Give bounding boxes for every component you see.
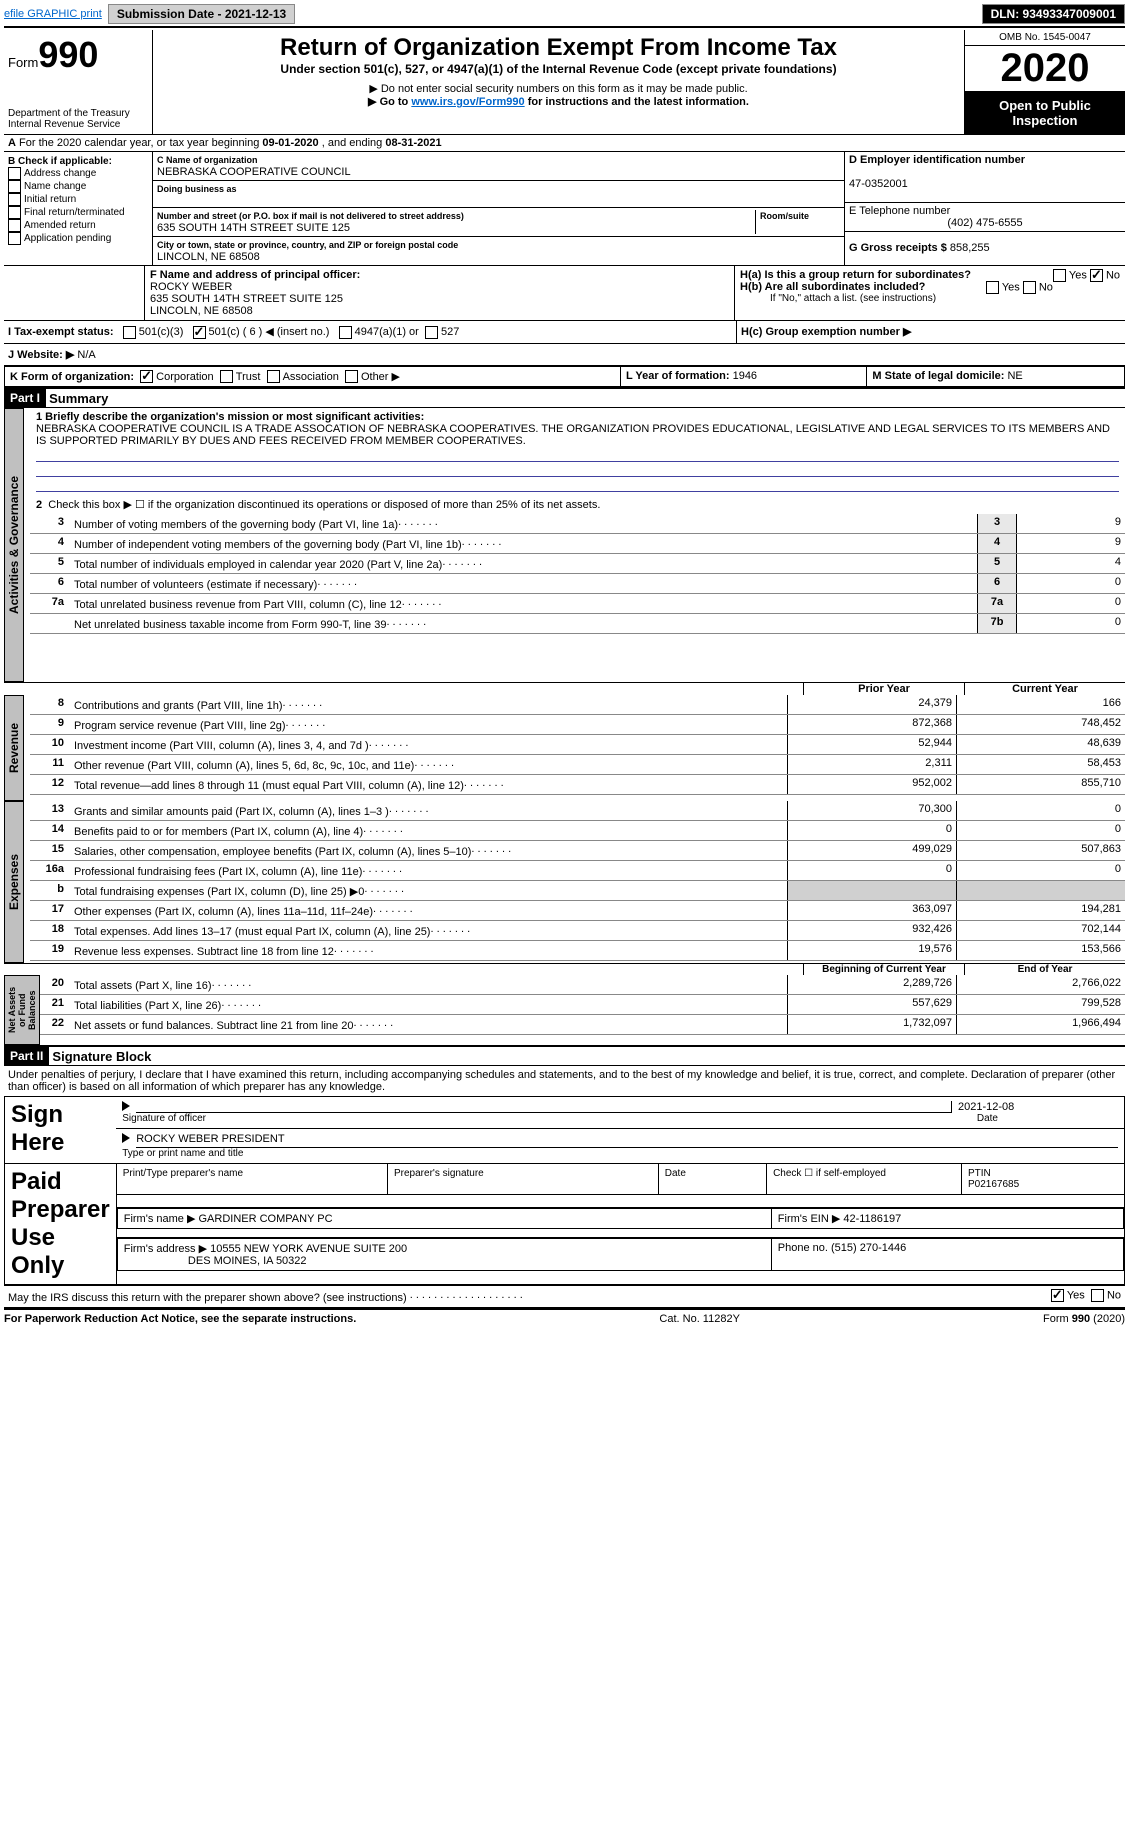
klm-row: K Form of organization: Corporation Trus… xyxy=(4,366,1125,388)
irs-link[interactable]: www.irs.gov/Form990 xyxy=(411,96,524,108)
table-row: 17Other expenses (Part IX, column (A), l… xyxy=(30,901,1125,921)
firm-phone: (515) 270-1446 xyxy=(831,1242,906,1254)
form-header: Form990 Department of the Treasury Inter… xyxy=(4,30,1125,135)
state-domicile: NE xyxy=(1007,370,1022,382)
efile-link[interactable]: efile GRAPHIC print xyxy=(4,8,102,20)
table-row: 18Total expenses. Add lines 13–17 (must … xyxy=(30,921,1125,941)
phone: (402) 475-6555 xyxy=(849,217,1121,229)
dln-label: DLN: 93493347009001 xyxy=(982,4,1125,24)
sign-date: 2021-12-08 xyxy=(951,1101,1118,1113)
table-row: 13Grants and similar amounts paid (Part … xyxy=(30,801,1125,821)
org-name: NEBRASKA COOPERATIVE COUNCIL xyxy=(157,166,351,178)
dept-irs: Internal Revenue Service xyxy=(8,119,120,130)
table-row: 21Total liabilities (Part X, line 26)557… xyxy=(30,995,1125,1015)
form-subtitle: Under section 501(c), 527, or 4947(a)(1)… xyxy=(157,62,960,76)
table-row: 8Contributions and grants (Part VIII, li… xyxy=(30,695,1125,715)
firm-addr2: DES MOINES, IA 50322 xyxy=(188,1255,307,1267)
h-a: H(a) Is this a group return for subordin… xyxy=(740,269,971,281)
officer-name-title: ROCKY WEBER PRESIDENT xyxy=(136,1133,1118,1148)
table-row: 11Other revenue (Part VIII, column (A), … xyxy=(30,755,1125,775)
entity-block: B Check if applicable: Address change Na… xyxy=(4,152,1125,266)
tab-expenses: Expenses xyxy=(4,801,24,963)
signature-block: Sign Here 2021-12-08 Signature of office… xyxy=(4,1096,1125,1285)
website: N/A xyxy=(77,349,95,361)
top-toolbar: efile GRAPHIC print Submission Date - 20… xyxy=(4,4,1125,28)
open-to-public: Open to Public Inspection xyxy=(965,92,1125,134)
firm-name: GARDINER COMPANY PC xyxy=(198,1213,332,1225)
table-row: 7aTotal unrelated business revenue from … xyxy=(30,594,1125,614)
table-row: 22Net assets or fund balances. Subtract … xyxy=(30,1015,1125,1035)
ein: 47-0352001 xyxy=(849,178,908,190)
table-row: 10Investment income (Part VIII, column (… xyxy=(30,735,1125,755)
arrow-icon xyxy=(122,1133,130,1143)
ptin: P02167685 xyxy=(968,1179,1019,1190)
h-c: H(c) Group exemption number ▶ xyxy=(741,326,911,338)
form-title: Return of Organization Exempt From Incom… xyxy=(157,34,960,62)
table-row: 12Total revenue—add lines 8 through 11 (… xyxy=(30,775,1125,795)
table-row: bTotal fundraising expenses (Part IX, co… xyxy=(30,881,1125,901)
box-b: B Check if applicable: Address change Na… xyxy=(4,152,153,265)
part1-header: Part I Summary xyxy=(4,387,1125,408)
gross-receipts: 858,255 xyxy=(950,242,990,254)
form-number: Form990 xyxy=(8,34,148,76)
h-b: H(b) Are all subordinates included? xyxy=(740,281,925,293)
note-no-ssn: ▶ Do not enter social security numbers o… xyxy=(157,82,960,95)
tab-revenue: Revenue xyxy=(4,695,24,801)
table-row: 5Total number of individuals employed in… xyxy=(30,554,1125,574)
note-goto: ▶ Go to www.irs.gov/Form990 for instruct… xyxy=(157,95,960,108)
arrow-icon xyxy=(122,1101,130,1111)
firm-ein: 42-1186197 xyxy=(843,1213,901,1225)
table-row: 16aProfessional fundraising fees (Part I… xyxy=(30,861,1125,881)
table-row: 9Program service revenue (Part VIII, lin… xyxy=(30,715,1125,735)
firm-addr1: 10555 NEW YORK AVENUE SUITE 200 xyxy=(210,1243,407,1255)
table-row: 19Revenue less expenses. Subtract line 1… xyxy=(30,941,1125,961)
tax-period-row: A For the 2020 calendar year, or tax yea… xyxy=(4,135,1125,152)
table-row: 15Salaries, other compensation, employee… xyxy=(30,841,1125,861)
tab-net-assets: Net Assets or Fund Balances xyxy=(4,975,40,1045)
table-row: 4Number of independent voting members of… xyxy=(30,534,1125,554)
part2-header: Part II Signature Block xyxy=(4,1045,1125,1066)
table-row: 14Benefits paid to or for members (Part … xyxy=(30,821,1125,841)
tax-year: 2020 xyxy=(965,46,1125,92)
mission-text: NEBRASKA COOPERATIVE COUNCIL IS A TRADE … xyxy=(36,423,1110,447)
table-row: Net unrelated business taxable income fr… xyxy=(30,614,1125,634)
perjury-declaration: Under penalties of perjury, I declare th… xyxy=(4,1066,1125,1096)
omb-number: OMB No. 1545-0047 xyxy=(965,30,1125,46)
org-city: LINCOLN, NE 68508 xyxy=(157,251,260,263)
tab-activities-governance: Activities & Governance xyxy=(4,408,24,682)
page-footer: For Paperwork Reduction Act Notice, see … xyxy=(4,1309,1125,1325)
table-row: 6Total number of volunteers (estimate if… xyxy=(30,574,1125,594)
org-address: 635 SOUTH 14TH STREET SUITE 125 xyxy=(157,222,350,234)
year-formation: 1946 xyxy=(733,370,757,382)
submission-date-button[interactable]: Submission Date - 2021-12-13 xyxy=(108,4,295,24)
officer-name: ROCKY WEBER xyxy=(150,281,232,293)
table-row: 3Number of voting members of the governi… xyxy=(30,514,1125,534)
dept-treasury: Department of the Treasury xyxy=(8,108,130,119)
table-row: 20Total assets (Part X, line 16)2,289,72… xyxy=(30,975,1125,995)
